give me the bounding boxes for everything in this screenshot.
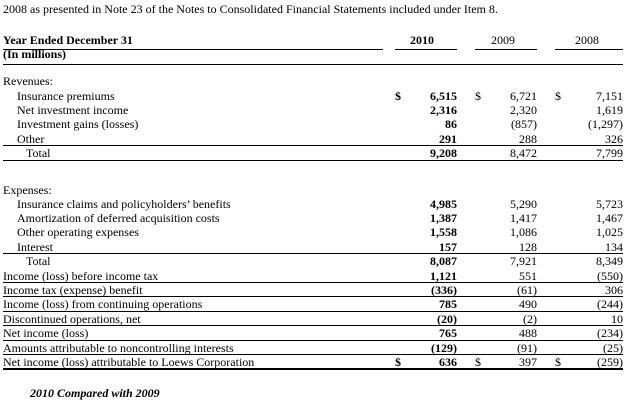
cell-2009: 288 (519, 131, 537, 146)
cell-2008: (234) (597, 326, 623, 341)
revenues-total-rule (3, 145, 623, 147)
cell-2008: 134 (605, 239, 623, 254)
cell-2009: 8,472 (510, 146, 537, 161)
header-rule-left (3, 49, 383, 50)
row-label: Other operating expenses (17, 225, 139, 240)
row-label: Insurance premiums (17, 88, 115, 103)
row-label: Total (26, 254, 51, 269)
cell-2010: 157 (439, 239, 457, 254)
cell-2010: 291 (439, 131, 457, 146)
row-label: Insurance claims and policyholders’ bene… (17, 196, 231, 211)
cell-2008: 7,799 (596, 146, 623, 161)
cell-2008: (25) (603, 340, 623, 355)
cell-2009: 6,721 (510, 88, 537, 103)
row-label: Net income (loss) attributable to Loews … (3, 354, 255, 369)
table-subtitle: (In millions) (3, 47, 67, 61)
cell-2008: (259) (597, 354, 623, 369)
revenues-bottom-rule (3, 159, 623, 161)
result-row-rule (3, 353, 623, 355)
final-double-rule (3, 368, 623, 371)
cell-2008: (550) (597, 268, 623, 283)
cell-2009: (2) (523, 311, 537, 326)
header-rule-2008 (555, 49, 623, 50)
cell-2010: 785 (439, 297, 457, 312)
cell-2009: 490 (519, 297, 537, 312)
year-2008-header: 2008 (575, 33, 599, 47)
currency-symbol: $ (555, 354, 561, 369)
cell-2010: 2,316 (430, 102, 457, 117)
cell-2008: 1,467 (596, 210, 623, 225)
cell-2009: 551 (519, 268, 537, 283)
cell-2010: 8,087 (430, 254, 457, 269)
cell-2010: 765 (439, 326, 457, 341)
row-label: Amortization of deferred acquisition cos… (17, 210, 220, 225)
currency-symbol: $ (395, 354, 401, 369)
cell-2009: (61) (517, 282, 537, 297)
cell-2008: 306 (605, 282, 623, 297)
cell-2010: 6,515 (430, 88, 457, 103)
cell-2009: 7,921 (510, 254, 537, 269)
cell-2009: 488 (519, 326, 537, 341)
cell-2009: (857) (511, 117, 537, 132)
cell-2010: 1,387 (430, 210, 457, 225)
cell-2010: (20) (437, 311, 457, 326)
row-label: Interest (17, 239, 53, 254)
cell-2010: 4,985 (430, 196, 457, 211)
cell-2009: 397 (519, 354, 537, 369)
row-label: Net investment income (17, 102, 129, 117)
cell-2008: 5,723 (596, 196, 623, 211)
expenses-heading: Expenses: (3, 183, 52, 197)
cell-2009: 128 (519, 239, 537, 254)
cell-2008: 10 (611, 311, 623, 326)
result-row-rule (3, 310, 623, 312)
table-title: Year Ended December 31 (3, 33, 133, 47)
cell-2008: 1,619 (596, 102, 623, 117)
result-row-rule (3, 281, 623, 283)
row-label: Total (26, 146, 51, 161)
header-rule-2009 (475, 49, 537, 50)
header-bottom-rule (3, 64, 623, 65)
cell-2009: (91) (517, 340, 537, 355)
result-row-rule (3, 325, 623, 327)
cell-2010: 1,558 (430, 225, 457, 240)
year-2010-header: 2010 (410, 33, 434, 47)
header-rule-2010 (395, 49, 457, 50)
cell-2009: 5,290 (510, 196, 537, 211)
row-label: Net income (loss) (3, 326, 89, 341)
currency-symbol: $ (395, 88, 401, 103)
currency-symbol: $ (475, 354, 481, 369)
intro-text: 2008 as presented in Note 23 of the Note… (3, 2, 498, 16)
cell-2008: (244) (597, 297, 623, 312)
cell-2010: 9,208 (430, 146, 457, 161)
expenses-total-rule (3, 253, 623, 255)
cell-2010: 636 (439, 354, 457, 369)
row-label: Investment gains (losses) (17, 117, 139, 132)
currency-symbol: $ (475, 88, 481, 103)
cell-2008: 1,025 (596, 225, 623, 240)
cell-2010: 1,121 (430, 268, 457, 283)
cell-2010: (129) (431, 340, 457, 355)
cell-2010: (336) (431, 282, 457, 297)
row-label: Discontinued operations, net (3, 311, 141, 326)
currency-symbol: $ (555, 88, 561, 103)
result-row-rule (3, 296, 623, 298)
cell-2008: 7,151 (596, 88, 623, 103)
row-label: Income tax (expense) benefit (3, 282, 143, 297)
cell-2009: 1,086 (510, 225, 537, 240)
row-label: Amounts attributable to noncontrolling i… (3, 340, 234, 355)
cell-2010: 86 (445, 117, 457, 132)
row-label: Other (17, 131, 45, 146)
cell-2009: 1,417 (510, 210, 537, 225)
year-2009-header: 2009 (491, 33, 515, 47)
cell-2008: 326 (605, 131, 623, 146)
cell-2009: 2,320 (510, 102, 537, 117)
row-label: Income (loss) from continuing operations (3, 297, 203, 312)
row-label: Income (loss) before income tax (3, 268, 159, 283)
result-row-rule (3, 339, 623, 341)
revenues-heading: Revenues: (3, 74, 53, 88)
section-heading: 2010 Compared with 2009 (30, 386, 160, 400)
cell-2008: (1,297) (588, 117, 623, 132)
cell-2008: 8,349 (596, 254, 623, 269)
